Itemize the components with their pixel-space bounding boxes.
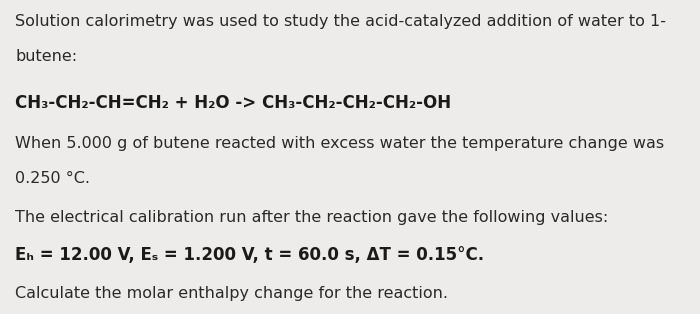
Text: Calculate the molar enthalpy change for the reaction.: Calculate the molar enthalpy change for … [15,286,449,301]
Text: Solution calorimetry was used to study the acid-catalyzed addition of water to 1: Solution calorimetry was used to study t… [15,14,666,29]
Text: CH₃-CH₂-CH=CH₂ + H₂O -> CH₃-CH₂-CH₂-CH₂-OH: CH₃-CH₂-CH=CH₂ + H₂O -> CH₃-CH₂-CH₂-CH₂-… [15,94,452,112]
Text: 0.250 °C.: 0.250 °C. [15,171,90,186]
Text: The electrical calibration run after the reaction gave the following values:: The electrical calibration run after the… [15,210,608,225]
Text: butene:: butene: [15,49,78,64]
Text: Eₕ = 12.00 V, Eₛ = 1.200 V, t = 60.0 s, ΔT = 0.15°C.: Eₕ = 12.00 V, Eₛ = 1.200 V, t = 60.0 s, … [15,246,484,264]
Text: When 5.000 g of butene reacted with excess water the temperature change was: When 5.000 g of butene reacted with exce… [15,136,664,151]
